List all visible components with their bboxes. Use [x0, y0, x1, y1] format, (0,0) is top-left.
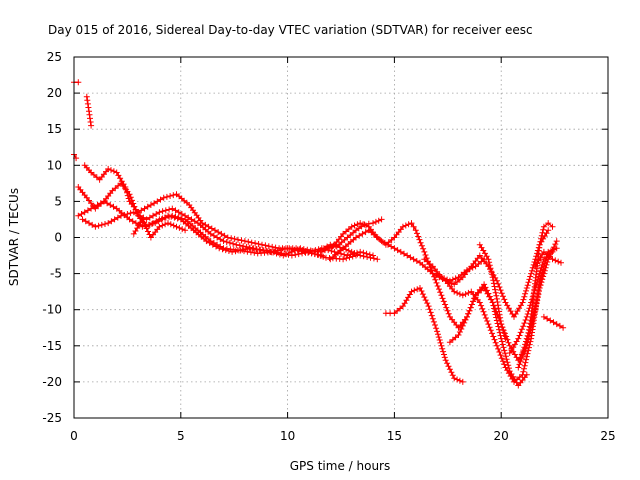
series-track-20 — [540, 313, 567, 331]
y-tick-label: -5 — [50, 267, 62, 281]
plus-markers — [532, 248, 564, 270]
series-line — [321, 222, 545, 361]
x-tick-label: 0 — [70, 429, 78, 443]
series-line — [423, 258, 485, 282]
y-tick-label: 20 — [47, 86, 62, 100]
y-tick-label: 10 — [47, 158, 62, 172]
series-track-11 — [327, 227, 552, 320]
series-track-12 — [382, 285, 466, 385]
series-track-7 — [79, 205, 325, 259]
axis-ticks — [73, 56, 609, 419]
y-tick-label: -10 — [42, 303, 62, 317]
series-track-14 — [446, 281, 530, 389]
y-tick-label: 0 — [54, 231, 62, 245]
plus-markers — [421, 256, 488, 284]
x-tick-labels: 0 5 10 15 20 25 — [70, 429, 615, 443]
plus-markers — [75, 198, 381, 263]
series-track-2 — [83, 93, 95, 129]
plus-markers — [382, 285, 466, 385]
series-line — [534, 251, 562, 268]
plus-markers — [79, 205, 325, 259]
y-tick-label: -20 — [42, 375, 62, 389]
y-axis-label: SDTVAR / TECUs — [7, 188, 21, 286]
plus-markers — [515, 220, 556, 371]
series-track-21 — [421, 256, 488, 284]
series-track-1 — [71, 79, 82, 86]
plus-markers — [83, 93, 95, 129]
x-tick-label: 20 — [494, 429, 509, 443]
data-series — [71, 79, 567, 389]
y-tick-labels: -25 -20 -15 -10 -5 0 5 10 15 20 25 — [42, 50, 62, 425]
chart-title: Day 015 of 2016, Sidereal Day-to-day VTE… — [48, 23, 533, 37]
y-tick-label: 15 — [47, 122, 62, 136]
x-tick-label: 15 — [387, 429, 402, 443]
series-line — [385, 287, 464, 383]
x-tick-label: 5 — [177, 429, 185, 443]
plus-markers — [327, 227, 552, 320]
plus-markers — [130, 216, 189, 241]
plus-markers — [71, 79, 82, 86]
series-track-19 — [532, 248, 564, 270]
y-tick-label: 25 — [47, 50, 62, 64]
plus-markers — [540, 313, 567, 331]
series-line — [329, 229, 549, 318]
series-track-15 — [476, 241, 509, 342]
series-track-17 — [515, 220, 556, 371]
series-track-3 — [71, 151, 80, 162]
y-tick-label: 5 — [54, 194, 62, 208]
plus-markers — [446, 281, 530, 389]
series-track-8 — [130, 216, 189, 241]
x-axis-label: GPS time / hours — [290, 459, 391, 473]
series-track-18 — [519, 238, 560, 356]
plus-markers — [476, 241, 509, 342]
y-tick-label: -25 — [42, 411, 62, 425]
x-tick-label: 10 — [280, 429, 295, 443]
plus-markers — [519, 238, 560, 356]
x-tick-label: 25 — [600, 429, 615, 443]
y-tick-label: -15 — [42, 339, 62, 353]
